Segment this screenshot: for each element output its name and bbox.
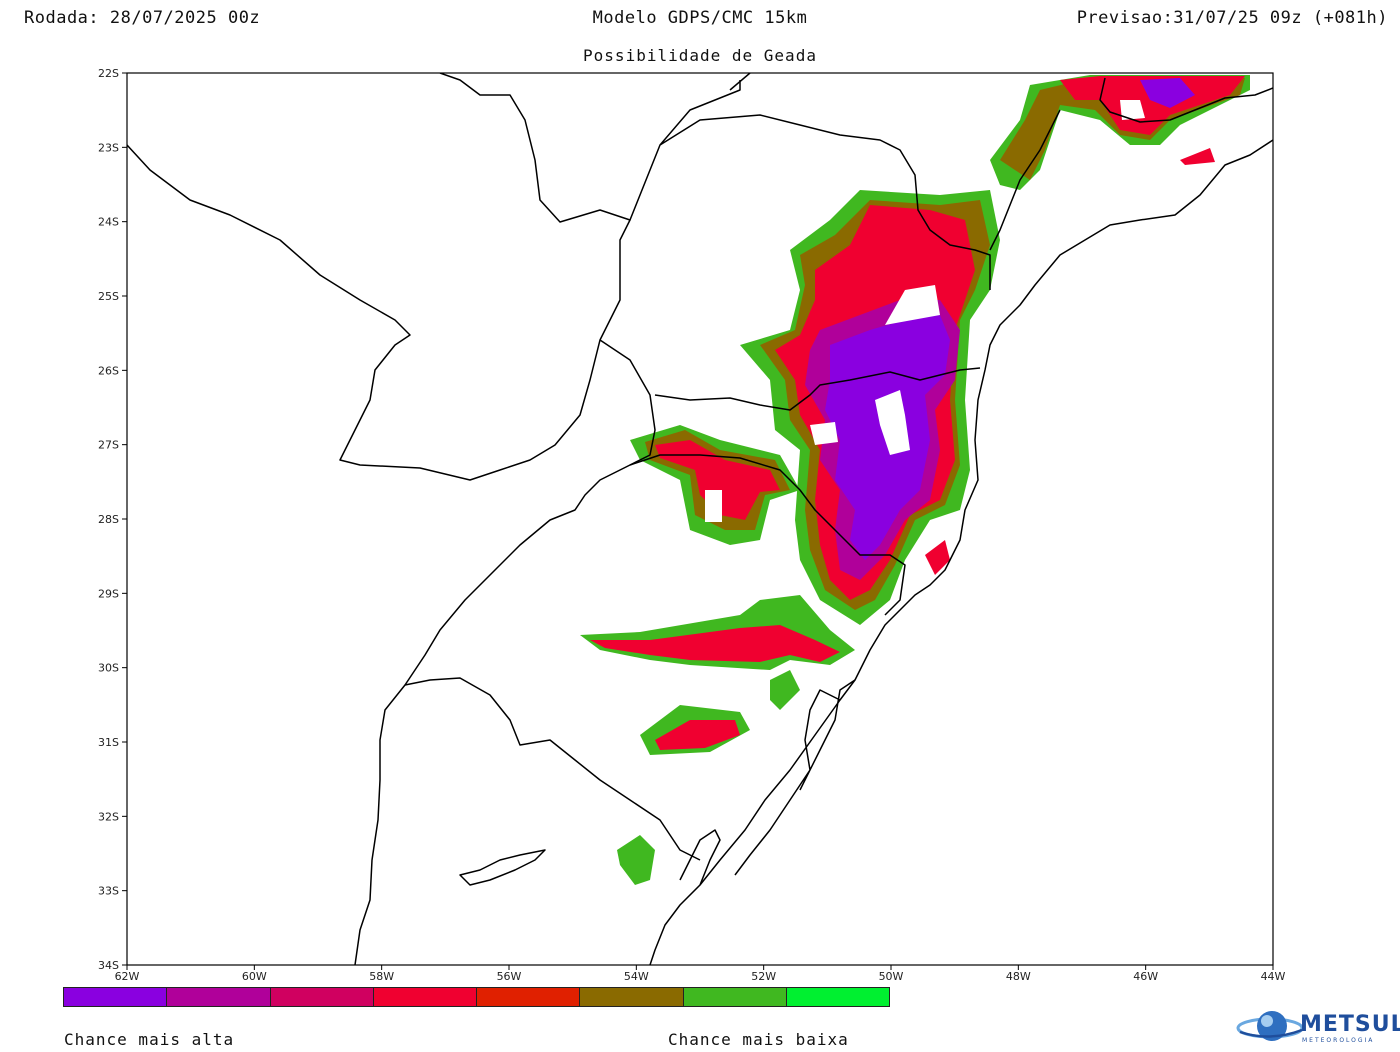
lat-label: 23S <box>98 141 119 154</box>
coastline <box>649 139 1273 965</box>
lon-label: 46W <box>1133 970 1158 983</box>
border-sc-rs <box>629 454 906 616</box>
lon-label: 50W <box>879 970 904 983</box>
lon-label: 52W <box>751 970 776 983</box>
globe-icon <box>1236 1011 1304 1041</box>
lat-label: 24S <box>98 216 119 229</box>
legend-swatch <box>167 988 271 1006</box>
lat-label: 32S <box>98 810 119 823</box>
frost-area-red <box>655 440 780 520</box>
lat-label: 33S <box>98 885 119 898</box>
island-outline <box>459 849 546 886</box>
frost-area-red <box>925 540 950 575</box>
legend-low-label: Chance mais baixa <box>668 1030 849 1049</box>
frost-gap <box>885 285 940 325</box>
color-legend <box>63 987 890 1007</box>
metsul-logo <box>1236 1011 1304 1041</box>
lat-label: 25S <box>98 290 119 303</box>
forecast-time: Previsao:31/07/25 09z (+081h) <box>1076 8 1388 28</box>
lon-label: 54W <box>624 970 649 983</box>
coastline <box>1099 77 1273 123</box>
lon-label: 60W <box>242 970 267 983</box>
lon-label: 44W <box>1261 970 1286 983</box>
lat-label: 29S <box>98 587 119 600</box>
legend-swatch <box>270 988 374 1006</box>
border-uruguay <box>404 677 701 861</box>
legend-swatch <box>580 988 684 1006</box>
border-paraguay <box>127 73 631 481</box>
latitude-axis: 22S 23S 24S 25S 26S 27S 28S 29S 30S 31S 32S 33S 34S <box>98 67 127 972</box>
frost-gap <box>875 390 910 455</box>
run-date: Rodada: 28/07/2025 00z <box>24 8 261 28</box>
border-parana-sc <box>654 367 981 411</box>
legend-swatch <box>477 988 581 1006</box>
lat-label: 26S <box>98 364 119 377</box>
map-subtitle: Possibilidade de Geada <box>583 46 817 65</box>
model-name: Modelo GDPS/CMC 15km <box>592 8 808 28</box>
lon-label: 62W <box>115 970 140 983</box>
border-mato-grosso <box>729 73 1061 251</box>
frost-gap <box>1120 100 1145 120</box>
lon-label: 58W <box>369 970 394 983</box>
logo-name: METSUL <box>1300 1012 1400 1037</box>
frost-field <box>580 75 1250 885</box>
lagoon-outline <box>679 829 721 886</box>
map-boundaries <box>127 73 1273 965</box>
lat-label: 34S <box>98 959 119 972</box>
lat-label: 27S <box>98 439 119 452</box>
lat-label: 30S <box>98 662 119 675</box>
frost-area-red <box>1180 148 1215 165</box>
frost-gap <box>705 490 722 522</box>
border-misiones <box>354 339 656 965</box>
lat-label: 31S <box>98 736 119 749</box>
lagoon-outline <box>734 679 856 876</box>
logo-subtitle: METEOROLOGIA <box>1302 1037 1375 1044</box>
frost-area-red <box>590 625 840 662</box>
lon-label: 48W <box>1006 970 1031 983</box>
lon-label: 56W <box>497 970 522 983</box>
legend-swatch <box>786 988 889 1006</box>
lat-label: 22S <box>98 67 119 80</box>
border-sp-pr <box>629 80 991 290</box>
legend-swatch <box>683 988 787 1006</box>
frost-area-green <box>617 835 655 885</box>
legend-swatch <box>64 988 168 1006</box>
lat-label: 28S <box>98 513 119 526</box>
frost-area-red <box>655 720 740 750</box>
legend-high-label: Chance mais alta <box>64 1030 235 1049</box>
longitude-axis: 62W 60W 58W 56W 54W 52W 50W 48W 46W 44W <box>115 965 1286 983</box>
frost-gap <box>810 422 838 445</box>
frost-area-red <box>1060 76 1245 135</box>
frost-area-green <box>770 670 800 710</box>
frost-area-purple <box>1140 78 1195 108</box>
legend-swatch <box>373 988 477 1006</box>
